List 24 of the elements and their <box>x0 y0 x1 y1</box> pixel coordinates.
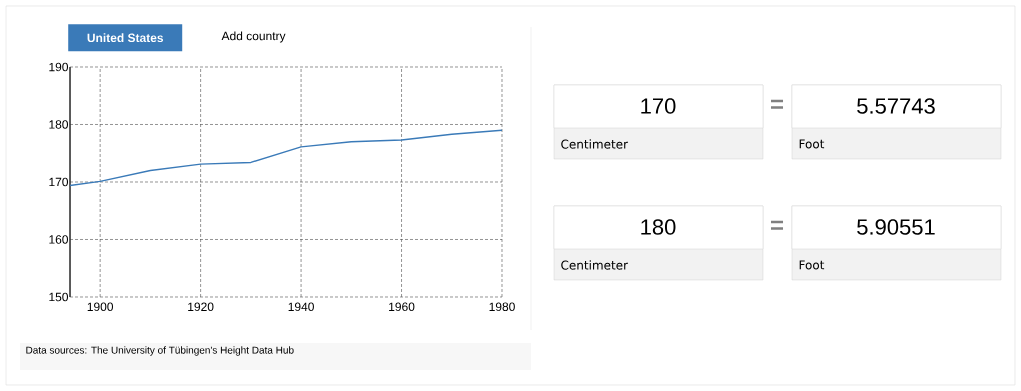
y-tick-label: 190 <box>49 62 69 72</box>
text: Centimeter <box>561 139 629 149</box>
x-tick-label: 1920 <box>188 302 214 312</box>
text: Add country <box>221 31 286 43</box>
text: Data sources: The University of Tübingen's Height Data Hub <box>26 346 294 356</box>
y-tick-label: 150 <box>49 292 69 302</box>
x-tick-label: 1900 <box>87 302 114 312</box>
text: 5.57743 <box>857 98 935 114</box>
text: = <box>770 99 784 109</box>
text: Foot <box>799 139 825 149</box>
text: 170 <box>641 98 676 114</box>
y-tick-label: 160 <box>49 235 69 244</box>
text: 180 <box>641 219 676 235</box>
y-tick-label: 170 <box>49 177 69 187</box>
text: Foot <box>799 260 825 270</box>
text: 5.90551 <box>857 219 935 235</box>
x-tick-label: 1980 <box>489 302 515 312</box>
x-tick-label: 1940 <box>288 302 314 312</box>
text: Centimeter <box>561 260 629 270</box>
line-series <box>69 129 503 187</box>
text: = <box>770 220 784 230</box>
text: United States <box>87 33 164 43</box>
y-tick-label: 180 <box>49 120 69 129</box>
x-tick-label: 1960 <box>389 302 415 312</box>
